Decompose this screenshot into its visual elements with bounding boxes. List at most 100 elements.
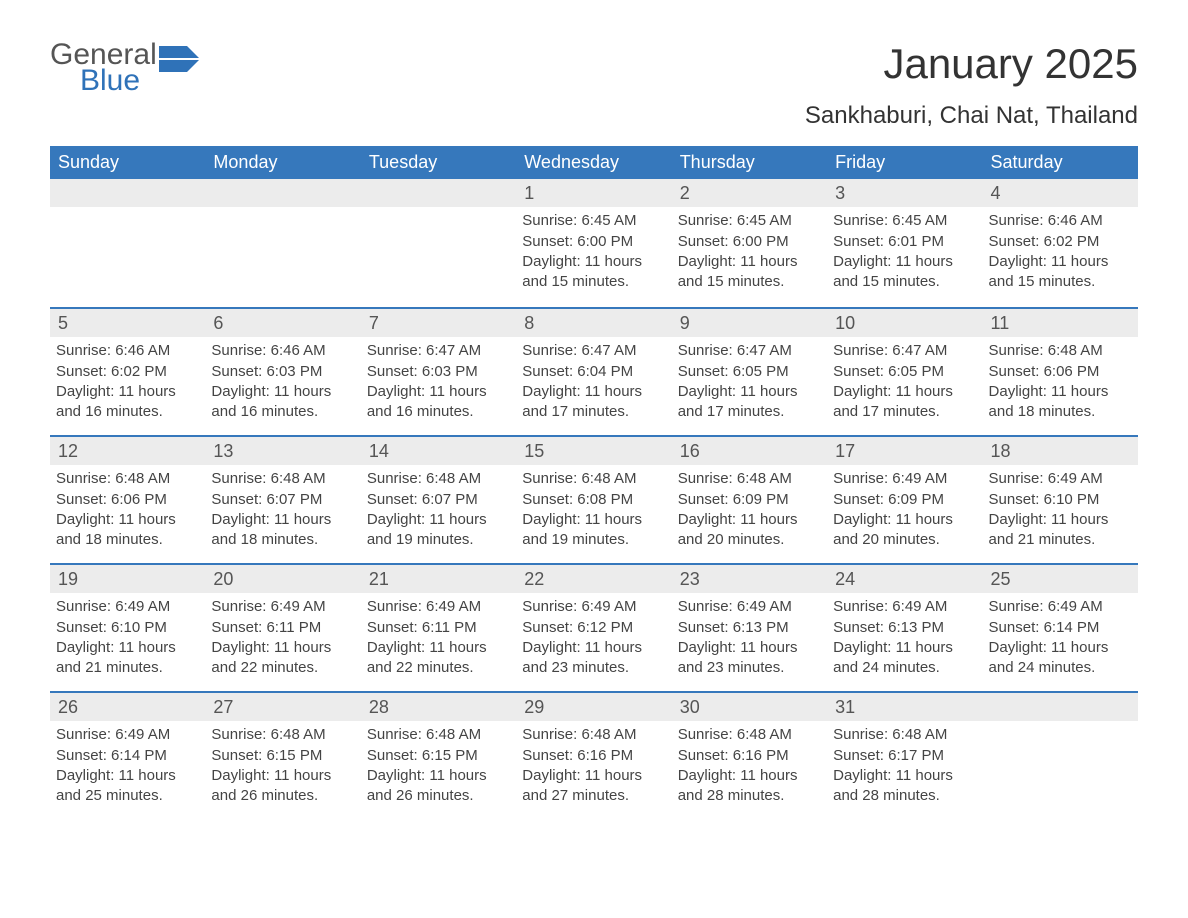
daylight-text: Daylight: 11 hours bbox=[678, 510, 821, 530]
day-number: 8 bbox=[516, 309, 671, 337]
sunset-text: Sunset: 6:00 PM bbox=[522, 232, 665, 252]
daylight-text: Daylight: 11 hours bbox=[833, 510, 976, 530]
calendar-day: 29Sunrise: 6:48 AMSunset: 6:16 PMDayligh… bbox=[516, 693, 671, 819]
daylight-text: and 18 minutes. bbox=[56, 530, 199, 550]
sunrise-text: Sunrise: 6:49 AM bbox=[56, 725, 199, 745]
sunrise-text: Sunrise: 6:49 AM bbox=[833, 469, 976, 489]
daylight-text: Daylight: 11 hours bbox=[989, 510, 1132, 530]
calendar-day: 16 Sunrise: 6:48 AMSunset: 6:09 PMDayligh… bbox=[672, 437, 827, 563]
calendar-day: 2Sunrise: 6:45 AMSunset: 6:00 PMDaylight… bbox=[672, 179, 827, 307]
calendar-day: 15Sunrise: 6:48 AMSunset: 6:08 PMDayligh… bbox=[516, 437, 671, 563]
day-number bbox=[361, 179, 516, 207]
calendar-day bbox=[205, 179, 360, 307]
calendar-day: 23Sunrise: 6:49 AMSunset: 6:13 PMDayligh… bbox=[672, 565, 827, 691]
daylight-text: Daylight: 11 hours bbox=[211, 510, 354, 530]
day-number: 5 bbox=[50, 309, 205, 337]
sunset-text: Sunset: 6:05 PM bbox=[833, 362, 976, 382]
calendar-week: 5 Sunrise: 6:46 AMSunset: 6:02 PM Daylight… bbox=[50, 307, 1138, 435]
calendar-day: 26Sunrise: 6:49 AMSunset: 6:14 PMDayligh… bbox=[50, 693, 205, 819]
sunset-text: Sunset: 6:09 PM bbox=[833, 490, 976, 510]
daylight-text: Daylight: 11 hours bbox=[522, 252, 665, 272]
day-number: 23 bbox=[672, 565, 827, 593]
sunset-text: Sunset: 6:04 PM bbox=[522, 362, 665, 382]
day-number: 14 bbox=[361, 437, 516, 465]
sunrise-text: Sunrise: 6:49 AM bbox=[211, 597, 354, 617]
weekday-header: Wednesday bbox=[516, 146, 671, 179]
sunset-text: Sunset: 6:09 PM bbox=[678, 490, 821, 510]
sunset-text: Sunset: 6:15 PM bbox=[211, 746, 354, 766]
calendar-week: 26Sunrise: 6:49 AMSunset: 6:14 PMDayligh… bbox=[50, 691, 1138, 819]
sunrise-text: Sunrise: 6:49 AM bbox=[678, 597, 821, 617]
sunset-text: Sunset: 6:14 PM bbox=[989, 618, 1132, 638]
day-number: 20 bbox=[205, 565, 360, 593]
daylight-text: Daylight: 11 hours bbox=[522, 638, 665, 658]
calendar-week: 12Sunrise: 6:48 AMSunset: 6:06 PMDayligh… bbox=[50, 435, 1138, 563]
sunset-text: Sunset: 6:00 PM bbox=[678, 232, 821, 252]
calendar-day bbox=[50, 179, 205, 307]
day-number: 16 bbox=[672, 437, 827, 465]
daylight-text: and 28 minutes. bbox=[678, 786, 821, 806]
sunrise-text: Sunrise: 6:45 AM bbox=[522, 211, 665, 231]
sunrise-text: Sunrise: 6:45 AM bbox=[833, 211, 976, 231]
day-number: 25 bbox=[983, 565, 1138, 593]
calendar-day: 5Sunrise: 6:46 AMSunset: 6:02 PMDaylight… bbox=[50, 309, 205, 435]
daylight-text: Daylight: 11 hours bbox=[211, 382, 354, 402]
sunset-text: Sunset: 6:03 PM bbox=[367, 362, 510, 382]
day-number: 31 bbox=[827, 693, 982, 721]
sunrise-text: Sunrise: 6:48 AM bbox=[989, 341, 1132, 361]
daylight-text: and 27 minutes. bbox=[522, 786, 665, 806]
day-number: 2 bbox=[672, 179, 827, 207]
sunrise-text: Sunrise: 6:48 AM bbox=[678, 469, 821, 489]
sunset-text: Sunset: 6:10 PM bbox=[56, 618, 199, 638]
day-number: 1 bbox=[516, 179, 671, 207]
daylight-text: Daylight: 11 hours bbox=[989, 638, 1132, 658]
day-number: 7 bbox=[361, 309, 516, 337]
daylight-text: Daylight: 11 hours bbox=[367, 382, 510, 402]
calendar-day: 22Sunrise: 6:49 AMSunset: 6:12 PMDayligh… bbox=[516, 565, 671, 691]
sunset-text: Sunset: 6:02 PM bbox=[56, 362, 199, 382]
daylight-text: Daylight: 11 hours bbox=[367, 766, 510, 786]
daylight-text: Daylight: 11 hours bbox=[56, 510, 199, 530]
sunrise-text: Sunrise: 6:48 AM bbox=[211, 725, 354, 745]
daylight-text: Daylight: 11 hours bbox=[678, 382, 821, 402]
daylight-text: Daylight: 11 hours bbox=[367, 510, 510, 530]
logo-text: General Blue bbox=[50, 40, 157, 96]
day-number: 29 bbox=[516, 693, 671, 721]
calendar-day: 28Sunrise: 6:48 AMSunset: 6:15 PMDayligh… bbox=[361, 693, 516, 819]
sunrise-text: Sunrise: 6:48 AM bbox=[56, 469, 199, 489]
daylight-text: and 15 minutes. bbox=[678, 272, 821, 292]
calendar-day: 31Sunrise: 6:48 AMSunset: 6:17 PMDayligh… bbox=[827, 693, 982, 819]
sunrise-text: Sunrise: 6:46 AM bbox=[56, 341, 199, 361]
day-number: 15 bbox=[516, 437, 671, 465]
daylight-text: and 15 minutes. bbox=[833, 272, 976, 292]
calendar-day: 25Sunrise: 6:49 AMSunset: 6:14 PMDayligh… bbox=[983, 565, 1138, 691]
sunrise-text: Sunrise: 6:48 AM bbox=[367, 469, 510, 489]
calendar-day: 6Sunrise: 6:46 AMSunset: 6:03 PMDaylight… bbox=[205, 309, 360, 435]
daylight-text: and 23 minutes. bbox=[678, 658, 821, 678]
calendar-day: 19Sunrise: 6:49 AMSunset: 6:10 PMDayligh… bbox=[50, 565, 205, 691]
sunset-text: Sunset: 6:16 PM bbox=[678, 746, 821, 766]
day-number: 17 bbox=[827, 437, 982, 465]
day-number: 12 bbox=[50, 437, 205, 465]
sunrise-text: Sunrise: 6:48 AM bbox=[678, 725, 821, 745]
daylight-text: and 23 minutes. bbox=[522, 658, 665, 678]
daylight-text: and 19 minutes. bbox=[367, 530, 510, 550]
sunset-text: Sunset: 6:05 PM bbox=[678, 362, 821, 382]
sunset-text: Sunset: 6:10 PM bbox=[989, 490, 1132, 510]
weekday-header: Sunday bbox=[50, 146, 205, 179]
day-number bbox=[983, 693, 1138, 721]
daylight-text: and 26 minutes. bbox=[211, 786, 354, 806]
weekday-header: Monday bbox=[205, 146, 360, 179]
daylight-text: and 24 minutes. bbox=[989, 658, 1132, 678]
sunset-text: Sunset: 6:11 PM bbox=[367, 618, 510, 638]
calendar-day: 13Sunrise: 6:48 AMSunset: 6:07 PMDayligh… bbox=[205, 437, 360, 563]
calendar-day: 11Sunrise: 6:48 AMSunset: 6:06 PMDayligh… bbox=[983, 309, 1138, 435]
calendar-day: 12Sunrise: 6:48 AMSunset: 6:06 PMDayligh… bbox=[50, 437, 205, 563]
daylight-text: Daylight: 11 hours bbox=[833, 382, 976, 402]
calendar: SundayMondayTuesdayWednesdayThursdayFrid… bbox=[50, 146, 1138, 819]
calendar-day: 3Sunrise: 6:45 AMSunset: 6:01 PMDaylight… bbox=[827, 179, 982, 307]
sunset-text: Sunset: 6:06 PM bbox=[989, 362, 1132, 382]
day-number: 11 bbox=[983, 309, 1138, 337]
daylight-text: Daylight: 11 hours bbox=[522, 766, 665, 786]
daylight-text: and 28 minutes. bbox=[833, 786, 976, 806]
